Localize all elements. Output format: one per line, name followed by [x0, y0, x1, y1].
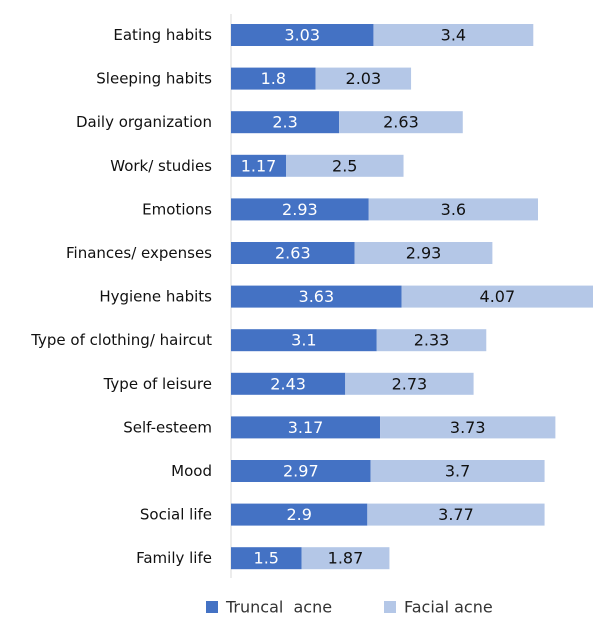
facial-acne-bar — [339, 111, 463, 134]
facial-acne-bar — [368, 198, 538, 221]
truncal-acne-value-label: 2.93 — [282, 200, 318, 219]
truncal-acne-bar — [231, 111, 340, 134]
legend-swatch-truncal-acne — [206, 601, 218, 613]
truncal-acne-value-label: 2.3 — [272, 113, 297, 132]
truncal-acne-bar — [231, 24, 374, 46]
truncal-acne-bar — [231, 154, 287, 177]
truncal-acne-bar — [231, 547, 302, 570]
facial-acne-bar — [373, 24, 534, 46]
truncal-acne-bar — [231, 198, 369, 221]
facial-acne-value-label: 3.7 — [445, 462, 470, 481]
truncal-acne-value-label: 3.17 — [288, 418, 324, 437]
truncal-acne-bar — [231, 242, 355, 264]
facial-acne-bar — [401, 285, 593, 308]
truncal-acne-value-label: 2.9 — [286, 505, 311, 524]
category-label: Family life — [136, 549, 212, 567]
truncal-acne-value-label: 1.17 — [241, 156, 277, 175]
category-label: Sleeping habits — [96, 70, 212, 88]
category-label: Emotions — [142, 200, 212, 218]
truncal-acne-bar — [231, 416, 381, 439]
category-label: Mood — [171, 462, 212, 480]
legend-label-facial-acne: Facial acne — [404, 598, 493, 617]
bars-group: 3.03 3.4 1.8 2.03 2.3 2.63 1.17 2.5 2.93 3.6 2.63 2… — [231, 24, 593, 570]
facial-acne-value-label: 1.87 — [328, 549, 364, 568]
facial-acne-value-label: 2.5 — [332, 156, 357, 175]
category-label: Type of clothing/ haircut — [30, 331, 212, 349]
category-labels-group: Eating habits Sleeping habits Daily organi… — [30, 26, 212, 567]
category-label: Daily organization — [76, 113, 212, 131]
category-label: Work/ studies — [110, 157, 212, 175]
legend-swatch-facial-acne — [384, 601, 396, 613]
facial-acne-value-label: 4.07 — [480, 287, 516, 306]
truncal-acne-value-label: 2.63 — [275, 244, 311, 263]
facial-acne-value-label: 2.03 — [346, 69, 382, 88]
facial-acne-value-label: 3.73 — [450, 418, 486, 437]
facial-acne-bar — [301, 547, 390, 570]
truncal-acne-bar — [231, 503, 368, 526]
facial-acne-value-label: 3.6 — [441, 200, 466, 219]
truncal-acne-bar — [231, 285, 402, 308]
truncal-acne-value-label: 3.03 — [284, 26, 320, 45]
facial-acne-bar — [286, 154, 404, 177]
facial-acne-bar — [370, 460, 545, 482]
category-label: Finances/ expenses — [66, 244, 212, 262]
legend: Truncal acne Facial acne — [206, 598, 493, 617]
category-label: Self-esteem — [123, 418, 212, 436]
truncal-acne-value-label: 3.63 — [299, 287, 335, 306]
facial-acne-value-label: 2.63 — [383, 113, 419, 132]
category-label: Hygiene habits — [99, 288, 212, 306]
truncal-acne-bar — [231, 372, 346, 395]
truncal-acne-bar — [231, 460, 371, 482]
facial-acne-bar — [380, 416, 556, 439]
category-label: Social life — [140, 506, 212, 524]
category-label: Eating habits — [113, 26, 212, 44]
facial-acne-value-label: 3.4 — [441, 26, 466, 45]
facial-acne-value-label: 2.93 — [406, 244, 442, 263]
category-label: Type of leisure — [103, 375, 212, 393]
truncal-acne-value-label: 2.97 — [283, 462, 319, 481]
facial-acne-value-label: 3.77 — [438, 505, 474, 524]
facial-acne-bar — [354, 242, 493, 264]
truncal-acne-value-label: 1.5 — [254, 549, 279, 568]
facial-acne-value-label: 2.33 — [414, 331, 450, 350]
truncal-acne-value-label: 3.1 — [291, 331, 316, 350]
truncal-acne-value-label: 1.8 — [261, 69, 286, 88]
facial-acne-bar — [315, 67, 412, 90]
facial-acne-bar — [376, 329, 487, 352]
facial-acne-bar — [367, 503, 545, 526]
truncal-acne-bar — [231, 329, 377, 352]
legend-label-truncal-acne: Truncal acne — [225, 598, 332, 617]
facial-acne-bar — [345, 372, 474, 395]
truncal-acne-bar — [231, 67, 316, 90]
facial-acne-value-label: 2.73 — [392, 374, 428, 393]
truncal-acne-value-label: 2.43 — [270, 374, 306, 393]
